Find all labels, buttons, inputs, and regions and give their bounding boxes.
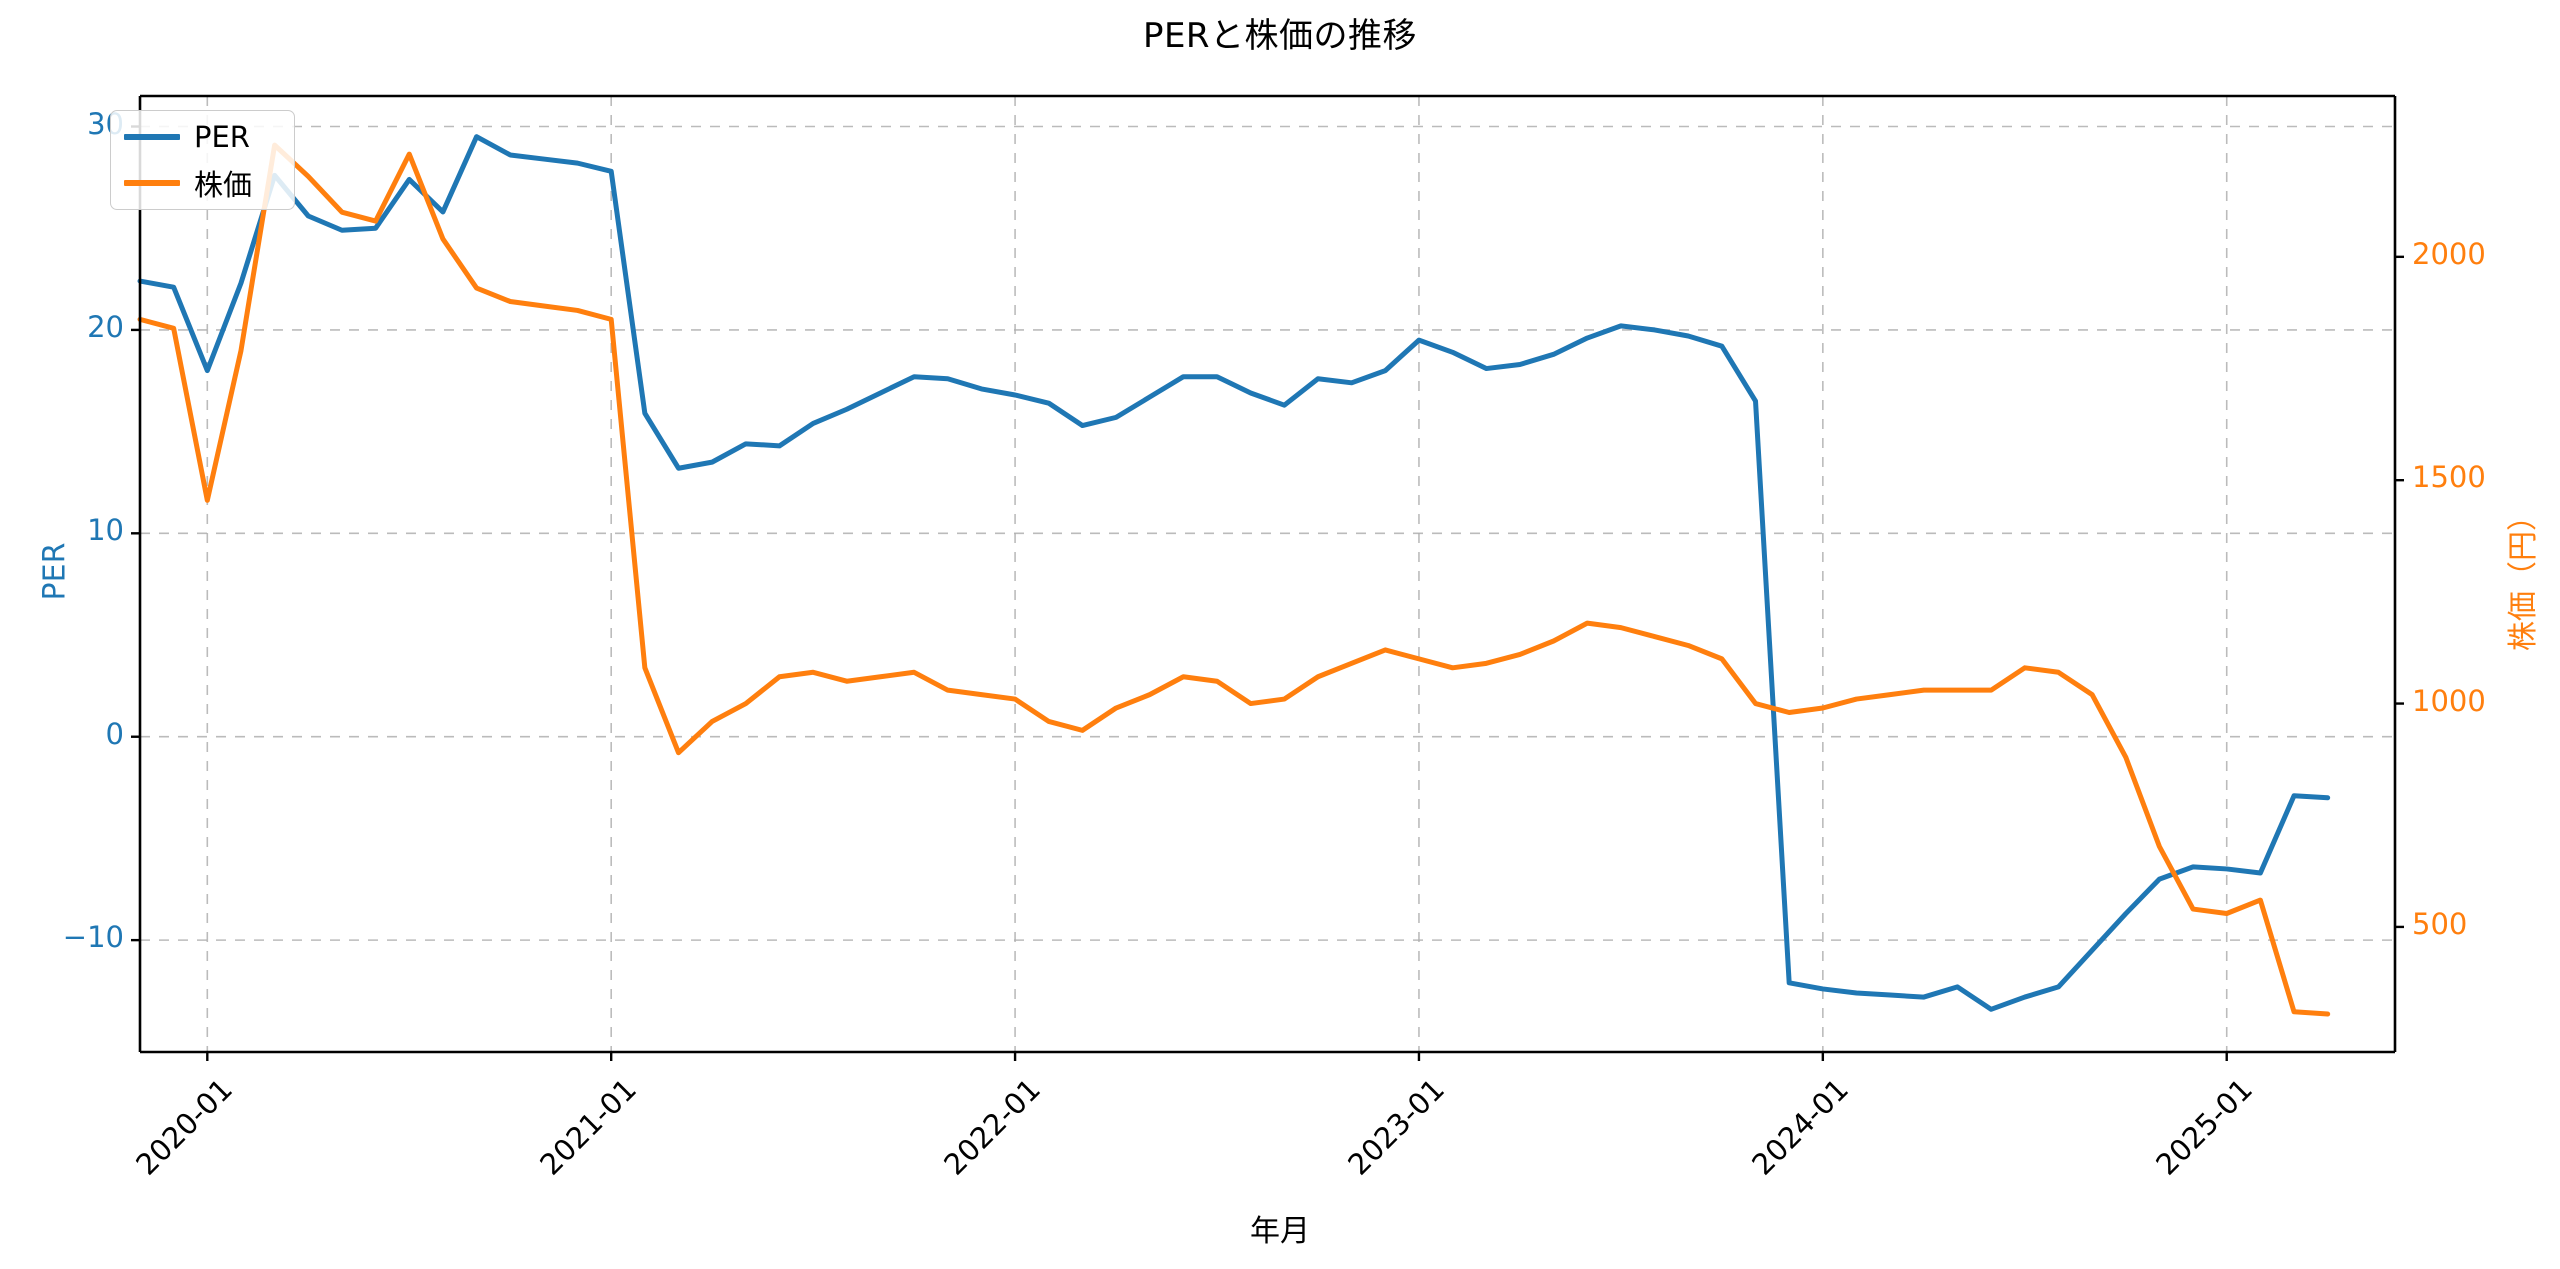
y-tick-label: 10 (87, 513, 124, 548)
y-axis-right-label: 株価（円） (2506, 501, 2541, 651)
legend-swatch-per (124, 134, 180, 140)
gridlines (140, 96, 2395, 1052)
tick-marks (131, 125, 2404, 1061)
y2-tick-label: 2000 (2412, 236, 2486, 271)
y2-tick-label: 1000 (2412, 683, 2486, 718)
legend-label-kabuka: 株価 (194, 168, 253, 202)
y-tick-label: 20 (87, 309, 124, 344)
chart-title: PERと株価の推移 (1142, 16, 1418, 56)
legend-label-per: PER (194, 120, 250, 154)
chart-legend[interactable]: PER 株価 (110, 110, 295, 210)
y2-tick-label: 1500 (2412, 460, 2486, 495)
legend-item-kabuka[interactable]: 株価 (111, 161, 294, 205)
y-axis-left-label: PER (37, 542, 73, 601)
y2-tick-label: 500 (2412, 906, 2468, 941)
y-tick-label: 0 (105, 716, 124, 751)
legend-swatch-kabuka (124, 180, 180, 186)
y-tick-label: −10 (62, 920, 124, 955)
legend-item-per[interactable]: PER (111, 115, 294, 159)
series-lines (137, 134, 2331, 1017)
x-axis-label: 年月 (1250, 1214, 1310, 1249)
axes-spines (138, 94, 2397, 1054)
